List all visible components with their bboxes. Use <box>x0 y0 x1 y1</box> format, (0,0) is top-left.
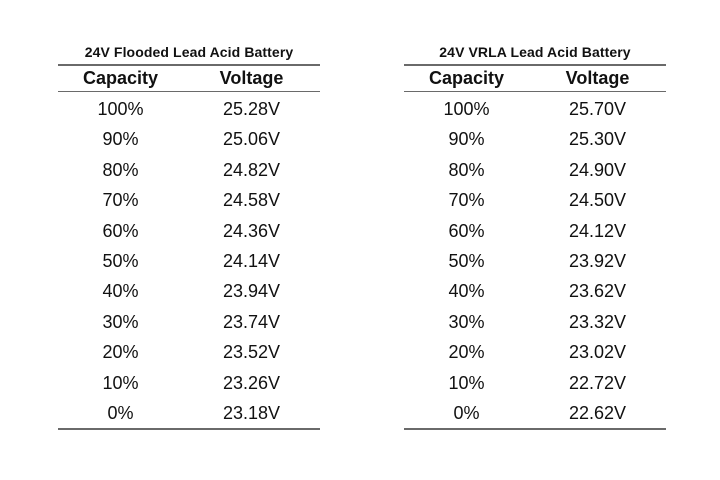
top-rule <box>404 64 666 66</box>
capacity-cell: 70% <box>102 190 139 211</box>
table-row: 20% 23.02V <box>404 337 666 367</box>
bottom-rule <box>58 428 320 431</box>
table-row: 20% 23.52V <box>58 337 320 367</box>
capacity-cell: 20% <box>102 342 139 363</box>
table-row: 50% 23.92V <box>404 246 666 276</box>
header-row: Capacity Voltage <box>404 66 666 91</box>
voltage-cell: 23.94V <box>222 281 281 302</box>
capacity-cell: 80% <box>102 159 139 180</box>
table-row: 90% 25.30V <box>404 124 666 154</box>
capacity-cell: 100% <box>443 99 490 119</box>
top-rule <box>58 64 320 66</box>
capacity-cell: 10% <box>448 372 485 393</box>
table-row: 90% 25.06V <box>58 124 320 154</box>
voltage-cell: 23.62V <box>568 281 627 302</box>
table-row: 70% 24.50V <box>404 185 666 215</box>
table-row: 60% 24.12V <box>404 216 666 246</box>
voltage-cell: 24.90V <box>568 159 627 180</box>
capacity-cell: 0% <box>107 402 134 423</box>
table-row: 30% 23.74V <box>58 307 320 337</box>
voltage-cell: 23.26V <box>222 372 281 393</box>
table-body: 100% 25.28V 90% 25.06V 80% 24.82V 70% 24.58V 60%… <box>58 92 320 428</box>
table-row: 100% 25.28V <box>58 94 320 124</box>
table-row: 80% 24.82V <box>58 155 320 185</box>
table-row: 60% 24.36V <box>58 216 320 246</box>
capacity-cell: 70% <box>448 190 485 211</box>
voltage-cell: 22.72V <box>568 372 627 393</box>
capacity-cell: 80% <box>448 159 485 180</box>
voltage-cell: 23.52V <box>222 342 281 363</box>
header-rule <box>404 91 666 92</box>
capacity-cell: 90% <box>448 129 485 150</box>
table-row: 0% 22.62V <box>404 398 666 428</box>
capacity-cell: 30% <box>102 311 139 332</box>
voltage-cell: 25.28V <box>222 99 281 119</box>
capacity-cell: 20% <box>448 342 485 363</box>
voltage-cell: 23.74V <box>222 311 281 332</box>
table-body: 100% 25.70V 90% 25.30V 80% 24.90V 70% 24.50V 60%… <box>404 92 666 428</box>
voltage-cell: 24.58V <box>222 190 281 211</box>
table-row: 30% 23.32V <box>404 307 666 337</box>
voltage-cell: 23.32V <box>568 311 627 332</box>
capacity-cell: 60% <box>102 220 139 241</box>
voltage-cell: 23.92V <box>568 250 627 271</box>
table-row: 40% 23.94V <box>58 276 320 306</box>
voltage-cell: 25.06V <box>222 129 281 150</box>
capacity-cell: 40% <box>448 281 485 302</box>
capacity-header: Capacity <box>82 68 159 88</box>
header-rule <box>58 91 320 92</box>
voltage-cell: 24.12V <box>568 220 627 241</box>
voltage-cell: 24.50V <box>568 190 627 211</box>
voltage-cell: 25.70V <box>568 99 627 119</box>
table-row: 40% 23.62V <box>404 276 666 306</box>
table-row: 50% 24.14V <box>58 246 320 276</box>
voltage-header: Voltage <box>219 68 284 88</box>
capacity-cell: 60% <box>448 220 485 241</box>
header-row: Capacity Voltage <box>58 66 320 91</box>
voltage-cell: 24.36V <box>222 220 281 241</box>
capacity-cell: 90% <box>102 129 139 150</box>
table-title: 24V Flooded Lead Acid Battery <box>84 44 294 60</box>
flooded-battery-table: 24V Flooded Lead Acid Battery Capacity V… <box>58 42 320 431</box>
table-title: 24V VRLA Lead Acid Battery <box>439 44 631 60</box>
voltage-header: Voltage <box>565 68 630 88</box>
voltage-cell: 24.82V <box>222 159 281 180</box>
capacity-cell: 30% <box>448 311 485 332</box>
table-row: 80% 24.90V <box>404 155 666 185</box>
capacity-cell: 10% <box>102 372 139 393</box>
table-row: 0% 23.18V <box>58 398 320 428</box>
capacity-cell: 50% <box>102 250 139 271</box>
voltage-cell: 23.02V <box>568 342 627 363</box>
capacity-cell: 100% <box>97 99 144 119</box>
table-row: 10% 23.26V <box>58 368 320 398</box>
table-row: 100% 25.70V <box>404 94 666 124</box>
bottom-rule <box>404 428 666 431</box>
capacity-cell: 40% <box>102 281 139 302</box>
vrla-battery-table: 24V VRLA Lead Acid Battery Capacity Volt… <box>404 42 666 431</box>
voltage-cell: 24.14V <box>222 250 281 271</box>
capacity-cell: 50% <box>448 250 485 271</box>
voltage-cell: 23.18V <box>222 402 281 423</box>
capacity-cell: 0% <box>453 402 480 423</box>
table-row: 70% 24.58V <box>58 185 320 215</box>
capacity-header: Capacity <box>428 68 505 88</box>
table-row: 10% 22.72V <box>404 368 666 398</box>
voltage-cell: 25.30V <box>568 129 627 150</box>
voltage-cell: 22.62V <box>568 402 627 423</box>
